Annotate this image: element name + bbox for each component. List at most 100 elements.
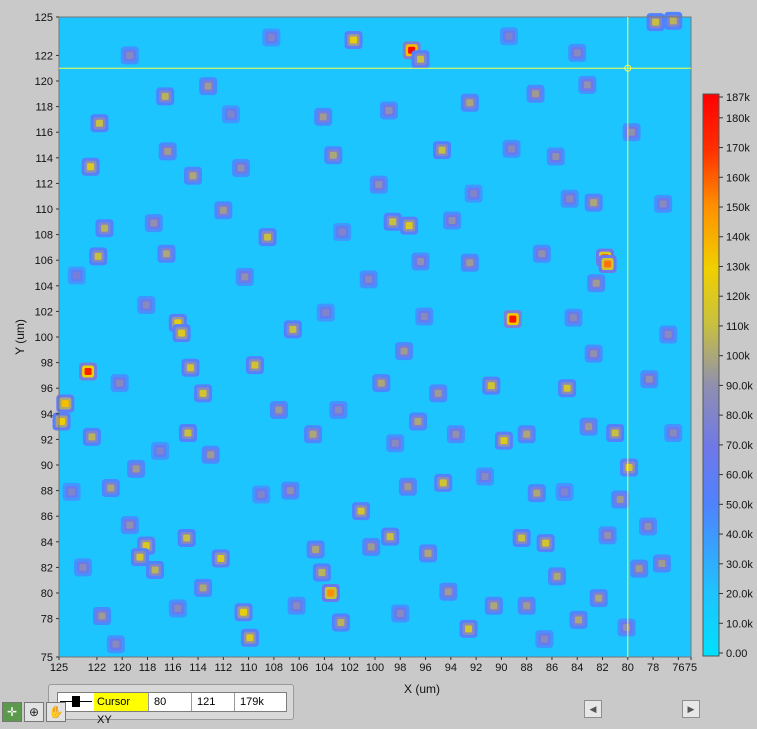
x-tick-label: 122 <box>88 662 106 674</box>
cursor-legend-row[interactable]: Cursor XY 80 121 179k <box>57 692 287 726</box>
heatmap-spot <box>211 549 230 568</box>
heatmap-spot <box>664 424 683 442</box>
heatmap-spot <box>598 255 617 274</box>
heatmap-spot <box>415 307 434 326</box>
heatmap-spot <box>548 567 567 586</box>
color-scale-tick-label: 70.0k <box>726 440 753 452</box>
y-tick-label: 100 <box>35 332 53 344</box>
color-scale-tick-label: 150k <box>726 202 750 214</box>
x-tick-label: 108 <box>265 662 283 674</box>
x-tick-label: 88 <box>521 662 533 674</box>
heatmap-spot <box>258 228 277 247</box>
heatmap-spot <box>181 358 200 377</box>
heatmap-spot <box>144 214 163 233</box>
heatmap-spot <box>484 596 503 615</box>
heatmap-spot <box>306 540 325 559</box>
cursor-marker[interactable] <box>624 64 632 72</box>
y-tick-label: 84 <box>41 537 53 549</box>
zoom-icon[interactable]: ⊕ <box>24 702 44 722</box>
color-scale-tick-label: 140k <box>726 232 750 244</box>
y-tick-label: 120 <box>35 76 53 88</box>
heatmap-spot <box>475 467 494 486</box>
y-tick-label: 80 <box>41 588 53 600</box>
heatmap-spot <box>606 424 625 442</box>
heatmap-spot <box>589 589 608 608</box>
heatmap-spot <box>568 43 587 62</box>
heatmap-spot <box>386 434 405 453</box>
x-tick-label: 114 <box>189 662 207 674</box>
color-scale-tick-label: 80.0k <box>726 410 753 422</box>
heatmap-spot <box>372 374 391 393</box>
heatmap-spot <box>584 344 603 363</box>
x-tick-label: 118 <box>139 662 157 674</box>
heatmap-spot <box>383 212 402 231</box>
x-tick-label: 90 <box>495 662 507 674</box>
color-scale-tick-label: 130k <box>726 261 750 273</box>
heatmap-spot <box>359 270 378 289</box>
cursor-name[interactable]: Cursor XY <box>94 693 148 726</box>
heatmap-spot <box>62 482 81 501</box>
heatmap-spot <box>281 481 300 500</box>
heatmap-spot <box>646 13 665 32</box>
y-tick-label: 112 <box>35 178 53 190</box>
heatmap-spot <box>598 526 617 545</box>
heatmap-spot <box>639 517 658 536</box>
pan-icon[interactable]: ✋ <box>46 702 66 722</box>
heatmap-spot <box>321 584 340 602</box>
color-scale-tick-label: 180k <box>726 113 750 125</box>
graph-palette: ✛ ⊕ ✋ <box>2 702 80 722</box>
heatmap-spot <box>400 216 419 235</box>
heatmap-spot <box>512 528 531 547</box>
color-scale-bar[interactable] <box>702 93 720 657</box>
heatmap-spot <box>443 211 462 230</box>
heatmap-spot <box>362 537 381 556</box>
heatmap-spot <box>110 374 129 393</box>
heatmap-spot <box>560 189 579 208</box>
cursor-icon[interactable]: ✛ <box>2 702 22 722</box>
heatmap-spot <box>168 599 187 618</box>
cursor-x-value: 80 <box>148 693 191 711</box>
heatmap-spot <box>221 105 240 124</box>
y-tick-label: 122 <box>35 50 53 62</box>
heatmap-spot <box>314 107 333 126</box>
heatmap-spot <box>127 459 146 478</box>
y-tick-label: 92 <box>41 434 53 446</box>
heatmap-spot <box>654 194 673 213</box>
heatmap-spot <box>120 46 139 65</box>
scroll-left-button[interactable]: ◀ <box>584 700 602 718</box>
horizontal-scrollbar[interactable]: ◀ ▶ <box>582 698 700 718</box>
heatmap-spot <box>252 485 271 504</box>
y-tick-label: 108 <box>35 230 53 242</box>
x-tick-label: 75 <box>685 662 697 674</box>
heatmap-spot <box>146 560 165 579</box>
heatmap-image <box>52 11 691 657</box>
heatmap-spot <box>81 157 100 176</box>
heatmap-spot <box>151 441 170 460</box>
y-tick-label: 104 <box>35 281 53 293</box>
color-scale-tick-label: 40.0k <box>726 529 753 541</box>
heatmap-spot <box>304 425 323 444</box>
heatmap-spot <box>527 484 546 503</box>
heatmap-spot <box>584 193 603 212</box>
heatmap-spot <box>232 159 251 178</box>
heatmap-spot <box>536 534 555 553</box>
scroll-right-button[interactable]: ▶ <box>682 700 700 718</box>
x-tick-label: 80 <box>622 662 634 674</box>
x-tick-label: 98 <box>394 662 406 674</box>
color-scale-tick-label: 100k <box>726 351 750 363</box>
heatmap-spot <box>67 266 86 285</box>
y-tick-label: 82 <box>41 562 53 574</box>
y-tick-label: 96 <box>41 383 53 395</box>
y-tick-label: 102 <box>35 306 53 318</box>
heatmap-spot <box>494 431 513 450</box>
y-tick-label: 78 <box>41 614 53 626</box>
y-tick-label: 114 <box>35 153 53 165</box>
heatmap-spot <box>130 548 149 567</box>
cursor-style-swatch[interactable] <box>58 693 94 711</box>
heatmap-spot <box>101 479 120 498</box>
x-axis-label: X (um) <box>404 682 440 696</box>
color-scale-legend: 0.00 10.0k 20.0k 30.0k 40.0k 50.0k 60.0k 70.0k 8… <box>702 92 753 660</box>
x-tick-label: 104 <box>315 662 333 674</box>
heatmap-spot <box>183 166 202 185</box>
